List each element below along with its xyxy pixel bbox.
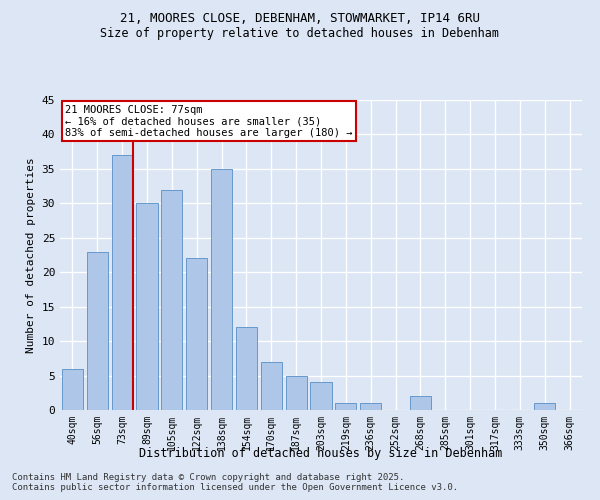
Bar	[186, 258, 207, 410]
Text: Distribution of detached houses by size in Debenham: Distribution of detached houses by size …	[139, 448, 503, 460]
Text: Contains public sector information licensed under the Open Government Licence v3: Contains public sector information licen…	[12, 484, 458, 492]
Bar	[261, 362, 282, 410]
Bar	[534, 403, 555, 410]
Bar	[335, 403, 356, 410]
Bar	[62, 368, 83, 410]
Bar	[161, 190, 182, 410]
Bar	[310, 382, 332, 410]
Text: Contains HM Land Registry data © Crown copyright and database right 2025.: Contains HM Land Registry data © Crown c…	[12, 472, 404, 482]
Bar	[211, 169, 232, 410]
Bar	[236, 328, 257, 410]
Bar	[286, 376, 307, 410]
Text: Size of property relative to detached houses in Debenham: Size of property relative to detached ho…	[101, 28, 499, 40]
Text: 21 MOORES CLOSE: 77sqm
← 16% of detached houses are smaller (35)
83% of semi-det: 21 MOORES CLOSE: 77sqm ← 16% of detached…	[65, 104, 353, 138]
Bar	[87, 252, 108, 410]
Text: 21, MOORES CLOSE, DEBENHAM, STOWMARKET, IP14 6RU: 21, MOORES CLOSE, DEBENHAM, STOWMARKET, …	[120, 12, 480, 26]
Bar	[136, 204, 158, 410]
Bar	[112, 155, 133, 410]
Y-axis label: Number of detached properties: Number of detached properties	[26, 157, 36, 353]
Bar	[410, 396, 431, 410]
Bar	[360, 403, 381, 410]
